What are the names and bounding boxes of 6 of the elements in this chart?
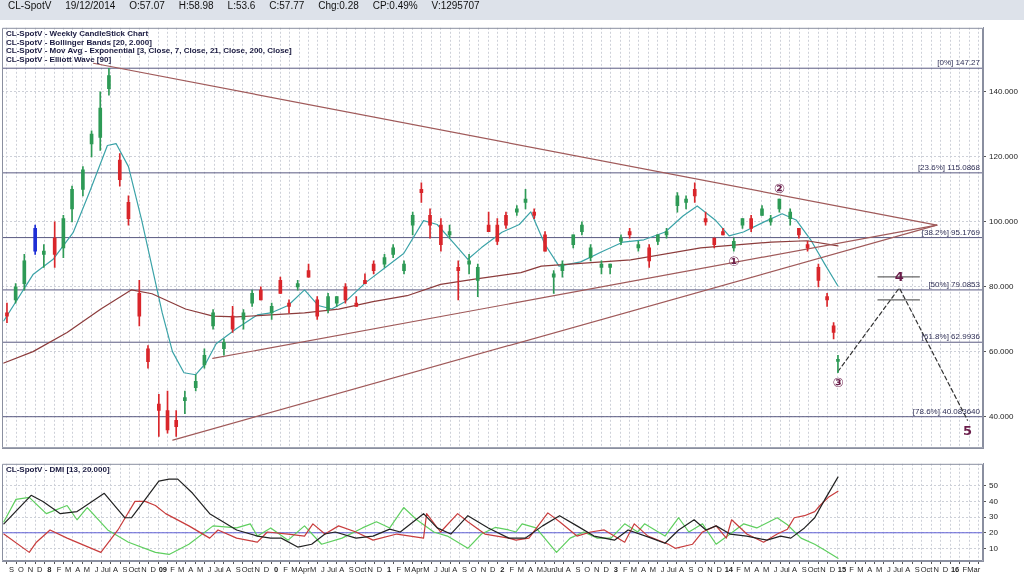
y-tick-label: 50 xyxy=(989,480,999,490)
chart-title: CL-SpotV - DMI [13, 20.000] xyxy=(6,465,110,474)
y-tick-label: 40 xyxy=(989,496,999,506)
y-tick-label: 30 xyxy=(989,512,999,522)
y-tick-label: 10 xyxy=(989,543,999,553)
y-tick-label: 20 xyxy=(989,527,999,537)
